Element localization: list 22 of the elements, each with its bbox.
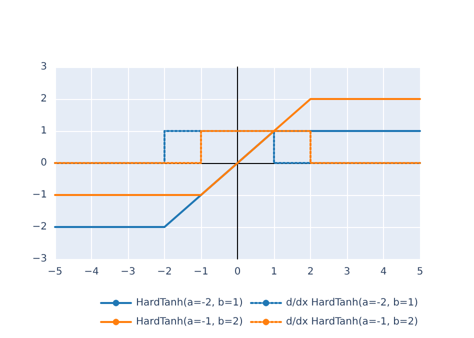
x-tick-label: 3: [344, 266, 350, 278]
y-tick-label: 0: [40, 158, 47, 168]
x-tick-label: −2: [157, 266, 172, 278]
y-tick-label: −2: [32, 222, 47, 232]
y-tick-label: 1: [40, 126, 47, 136]
y-tick-label: 2: [40, 94, 47, 104]
legend-label: HardTanh(a=-2, b=1): [136, 298, 244, 308]
x-tick-label: 1: [270, 266, 278, 278]
y-tick-label: −1: [32, 190, 47, 200]
x-tick-label: −5: [48, 266, 62, 278]
y-tick-label: 3: [40, 62, 47, 72]
x-tick-label: −1: [194, 266, 208, 278]
x-tick-label: −4: [84, 266, 99, 278]
x-tick-label: 2: [307, 266, 314, 278]
x-tick-label: 0: [234, 266, 241, 278]
y-tick-label: −3: [32, 254, 47, 264]
x-tick-label: 5: [416, 266, 424, 278]
legend-label: HardTanh(a=-1, b=2): [136, 316, 244, 328]
x-tick-label: −3: [120, 266, 136, 278]
legend-label: d/dx HardTanh(a=-2, b=1): [286, 298, 418, 308]
legend-label: d/dx HardTanh(a=-1, b=2): [286, 316, 418, 328]
x-tick-label: 4: [380, 266, 387, 278]
